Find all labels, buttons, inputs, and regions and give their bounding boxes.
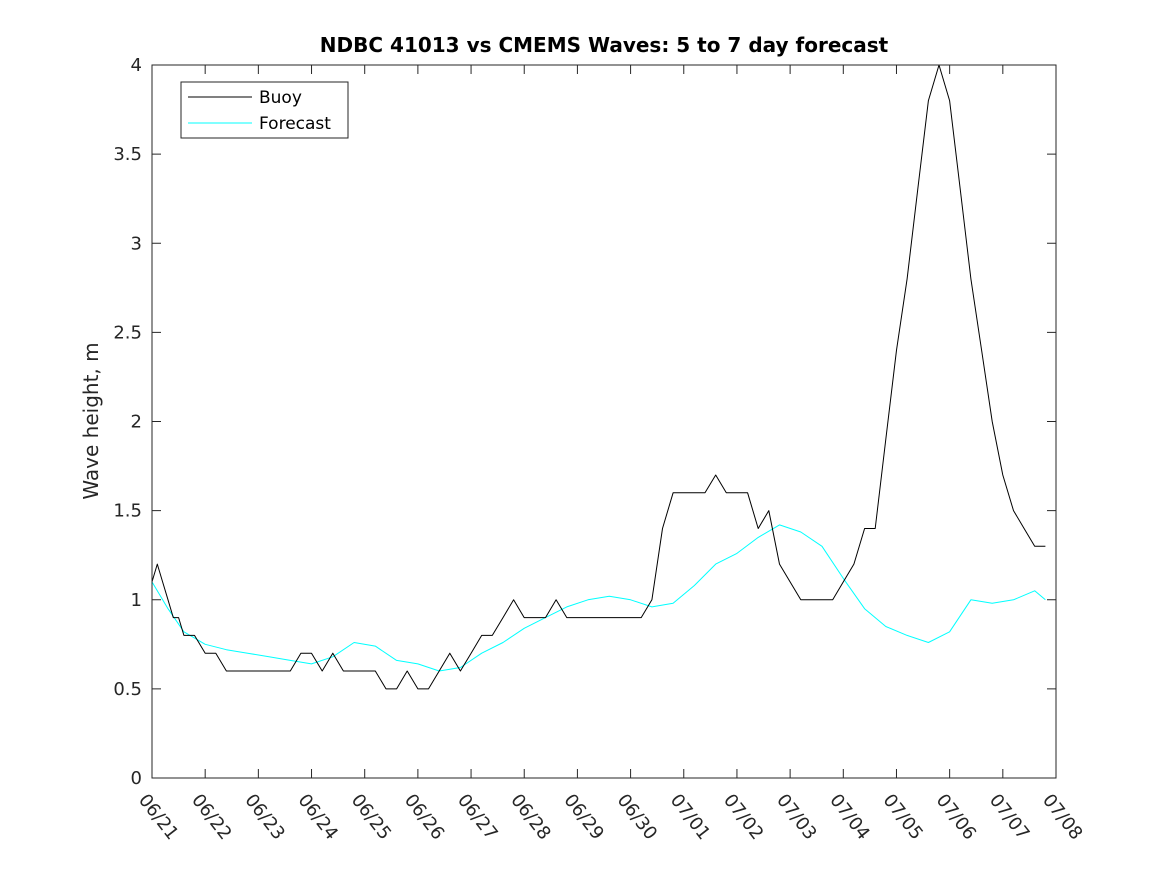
- legend-label-buoy: Buoy: [259, 88, 302, 108]
- y-tick-label: 3: [131, 233, 142, 254]
- x-tick-label: 06/22: [187, 790, 235, 844]
- y-tick-label: 2: [131, 412, 142, 433]
- plot-area: [152, 65, 1056, 778]
- x-tick-label: 06/29: [559, 790, 607, 844]
- y-tick-label: 0: [131, 768, 142, 789]
- legend-box: [180, 81, 349, 139]
- y-tick-label: 0.5: [113, 679, 142, 700]
- y-tick-label: 2.5: [113, 322, 142, 343]
- x-tick-label: 06/28: [506, 790, 554, 844]
- legend-label-forecast: Forecast: [259, 114, 331, 134]
- x-tick-label: 06/30: [613, 790, 661, 844]
- chart-title: NDBC 41013 vs CMEMS Waves: 5 to 7 day fo…: [320, 33, 889, 57]
- x-tick-label: 07/04: [825, 790, 873, 844]
- x-tick-label: 07/03: [772, 790, 820, 844]
- y-tick-label: 1.5: [113, 501, 142, 522]
- x-tick-label: 07/05: [879, 790, 927, 844]
- series-line-forecast: [151, 524, 1046, 672]
- x-tick-label: 07/02: [719, 790, 767, 844]
- x-tick-label: 07/01: [666, 790, 714, 844]
- x-tick-label: 06/26: [400, 790, 448, 844]
- series-line-buoy: [151, 64, 1046, 690]
- x-tick-label: 07/07: [985, 790, 1033, 844]
- y-tick-label: 4: [131, 55, 142, 76]
- x-tick-label: 07/06: [932, 790, 980, 844]
- y-tick-label: 3.5: [113, 144, 142, 165]
- y-tick-label: 1: [131, 590, 142, 611]
- y-axis-title: Wave height, m: [79, 342, 103, 499]
- x-tick-label: 06/25: [347, 790, 395, 844]
- x-tick-label: 06/27: [453, 790, 501, 844]
- x-tick-label: 07/08: [1038, 790, 1086, 844]
- x-tick-label: 06/21: [134, 790, 182, 844]
- legend: Buoy Forecast: [180, 81, 349, 139]
- series-layer: [151, 64, 1046, 690]
- x-tick-label: 06/23: [240, 790, 288, 844]
- y-axis: 0 0.5 1 1.5 2 2.5 3 3.5 4: [113, 55, 1056, 789]
- x-tick-label: 06/24: [294, 790, 342, 844]
